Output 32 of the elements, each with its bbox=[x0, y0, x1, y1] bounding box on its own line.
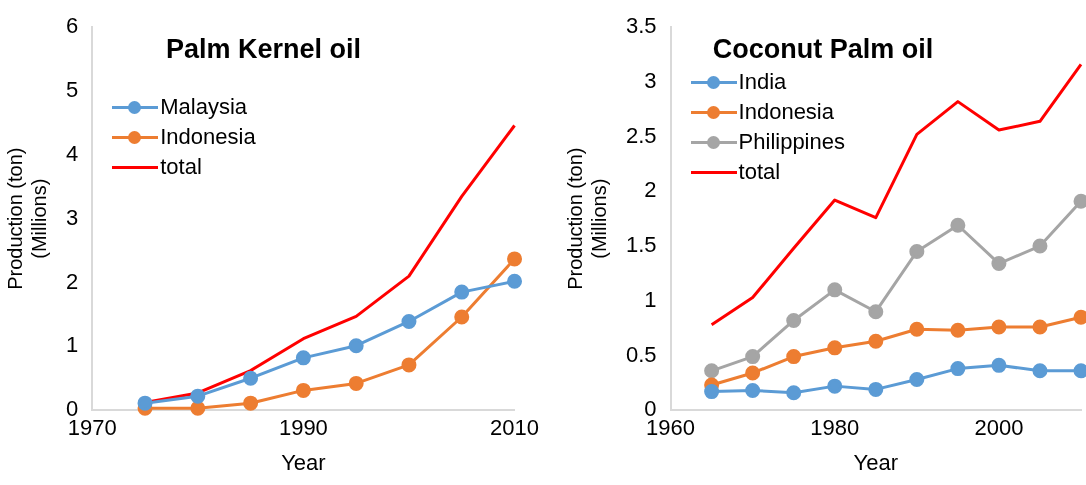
y-tick-label: 3 bbox=[644, 67, 657, 93]
x-tick-label: 1990 bbox=[278, 415, 328, 441]
y-tick-label: 0.5 bbox=[625, 341, 657, 367]
y-axis-title: Production (ton) (Millions) bbox=[3, 147, 50, 290]
legend-label: Indonesia bbox=[160, 123, 256, 152]
y-tick-label: 2 bbox=[65, 268, 79, 294]
legend-label: total bbox=[160, 153, 202, 182]
legend-label: total bbox=[738, 158, 781, 187]
x-tick-label: 2010 bbox=[490, 415, 540, 441]
legend-label: Indonesia bbox=[738, 98, 834, 127]
chart-title: Palm Kernel oil bbox=[165, 34, 362, 65]
y-tick-label: 3 bbox=[65, 204, 79, 230]
y-tick-label: 4 bbox=[65, 140, 79, 166]
y-tick-label: 6 bbox=[65, 13, 79, 39]
chart-title: Coconut Palm oil bbox=[712, 34, 934, 65]
y-tick-label: 3.5 bbox=[625, 13, 657, 39]
y-tick-label: 2 bbox=[644, 177, 657, 203]
y-tick-label: 1.5 bbox=[625, 232, 657, 258]
y-axis-title: Production (ton) (Millions) bbox=[563, 147, 610, 290]
y-tick-label: 5 bbox=[65, 77, 79, 103]
x-tick-label: 1970 bbox=[67, 415, 117, 441]
x-axis-title: Year bbox=[853, 449, 899, 475]
x-tick-label: 1960 bbox=[646, 415, 696, 441]
x-tick-label: 2000 bbox=[974, 415, 1024, 441]
x-axis-title: Year bbox=[281, 449, 326, 475]
x-tick-label: 1980 bbox=[810, 415, 860, 441]
legend-label: Philippines bbox=[738, 128, 845, 157]
y-tick-label: 2.5 bbox=[625, 122, 657, 148]
legend-label: India bbox=[738, 68, 787, 97]
legend-label: Malaysia bbox=[160, 93, 248, 122]
y-tick-label: 1 bbox=[644, 286, 657, 312]
y-tick-label: 1 bbox=[65, 332, 79, 358]
